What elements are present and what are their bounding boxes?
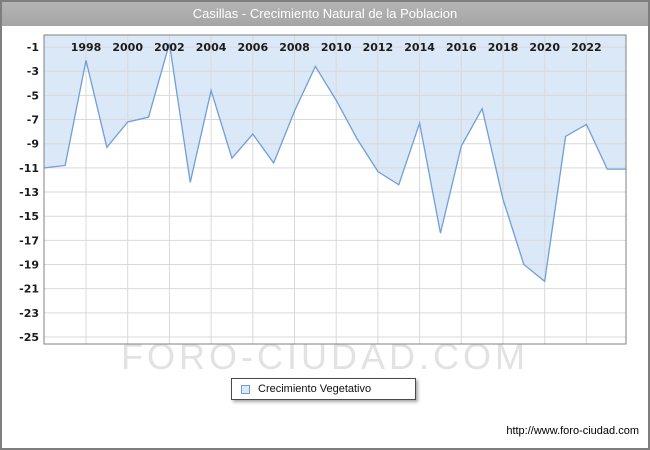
x-axis-label: 2004	[196, 41, 227, 54]
y-axis-label: -19	[19, 259, 39, 272]
x-axis-label: 2012	[363, 41, 394, 54]
x-axis-label: 2016	[446, 41, 477, 54]
x-axis-label: 1998	[71, 41, 102, 54]
legend-box: Crecimiento Vegetativo	[231, 378, 416, 400]
y-axis-label: -15	[19, 210, 39, 223]
x-axis-label: 2014	[404, 41, 435, 54]
x-axis-label: 2000	[112, 41, 143, 54]
y-axis-label: -5	[27, 89, 39, 102]
series-area	[44, 35, 626, 282]
footer-url-link[interactable]: http://www.foro-ciudad.com	[506, 425, 639, 437]
legend-label: Crecimiento Vegetativo	[258, 383, 372, 395]
x-axis-label: 2020	[529, 41, 560, 54]
y-axis-label: -9	[27, 138, 39, 151]
y-axis-label: -11	[19, 162, 39, 175]
y-axis-label: -21	[19, 283, 39, 296]
x-axis-label: 2006	[237, 41, 268, 54]
series-line	[44, 43, 626, 283]
y-axis-label: -3	[27, 65, 39, 78]
y-axis-label: -7	[27, 114, 39, 127]
y-axis-label: -25	[19, 331, 39, 344]
x-axis-label: 2022	[571, 41, 602, 54]
y-axis-label: -17	[19, 234, 39, 247]
y-axis-label: -23	[19, 307, 39, 320]
legend-swatch-icon	[241, 384, 250, 394]
x-axis-label: 2002	[154, 41, 185, 54]
plot-border	[43, 34, 627, 345]
y-axis-label: -13	[19, 186, 39, 199]
x-axis-label: 2018	[488, 41, 519, 54]
page-title: Casillas - Crecimiento Natural de la Pob…	[192, 6, 458, 21]
y-axis-label: -1	[27, 41, 39, 54]
x-axis-label: 2010	[321, 41, 352, 54]
title-bar: Casillas - Crecimiento Natural de la Pob…	[2, 2, 648, 26]
x-axis-label: 2008	[279, 41, 310, 54]
